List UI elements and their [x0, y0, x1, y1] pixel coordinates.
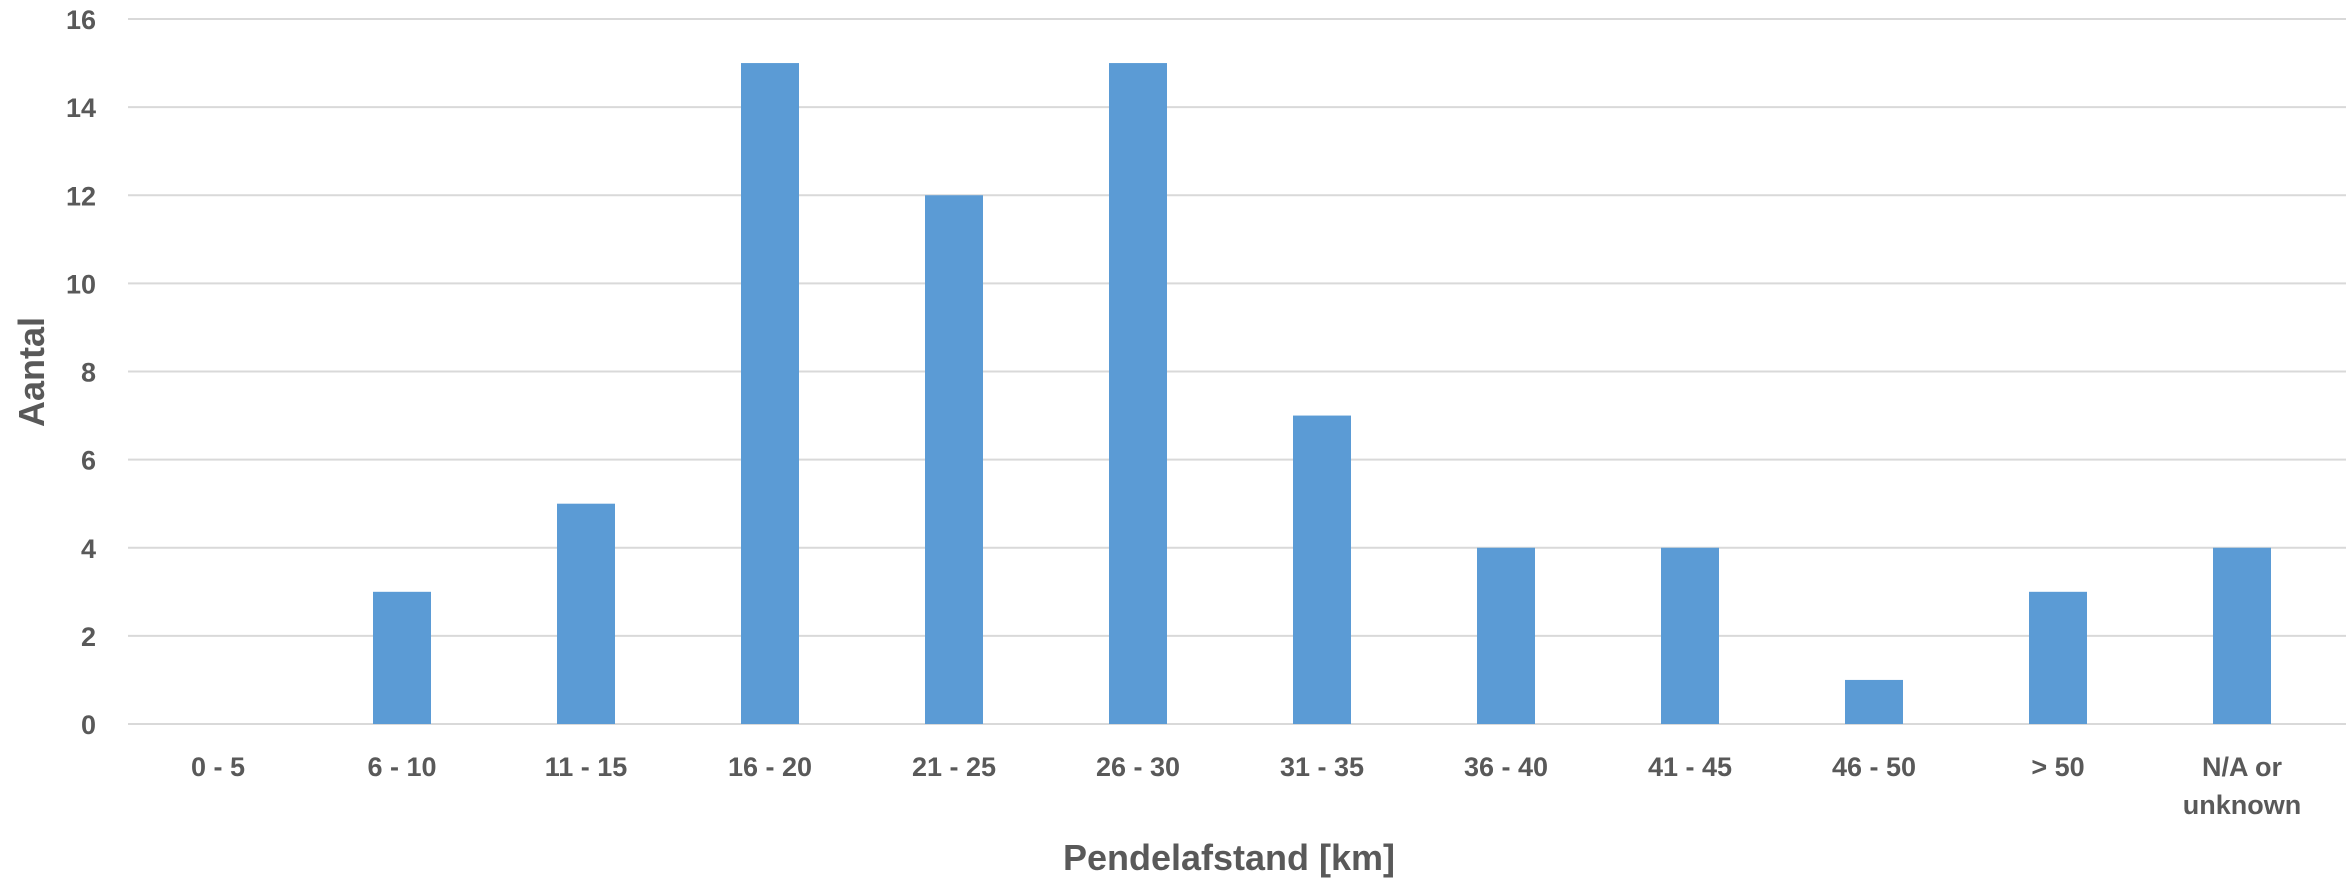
bar — [1293, 415, 1351, 724]
x-tick-label: > 50 — [2031, 752, 2084, 782]
x-tick-label: 26 - 30 — [1096, 752, 1180, 782]
x-tick-label: 16 - 20 — [728, 752, 812, 782]
y-axis-ticks: 0 2 4 6 8 10 12 14 16 — [66, 5, 96, 740]
y-tick-label: 12 — [66, 181, 96, 211]
x-axis-title: Pendelafstand [km] — [1063, 837, 1395, 878]
bar — [373, 591, 431, 724]
x-tick-label: 41 - 45 — [1648, 752, 1732, 782]
x-tick-label: 46 - 50 — [1832, 752, 1916, 782]
x-tick-label: 21 - 25 — [912, 752, 996, 782]
y-tick-label: 0 — [81, 710, 96, 740]
x-tick-label: 36 - 40 — [1464, 752, 1548, 782]
bar — [741, 63, 799, 724]
x-tick-label: 0 - 5 — [191, 752, 245, 782]
bar — [1661, 547, 1719, 724]
x-tick-label: 11 - 15 — [545, 752, 628, 782]
bar — [1109, 63, 1167, 724]
bars — [373, 63, 2271, 724]
y-tick-label: 16 — [66, 5, 96, 35]
y-tick-label: 2 — [81, 622, 96, 652]
x-tick-label: 6 - 10 — [367, 752, 436, 782]
x-tick-label: 31 - 35 — [1280, 752, 1364, 782]
bar — [2029, 591, 2087, 724]
bar — [1845, 679, 1903, 724]
y-tick-label: 6 — [81, 446, 96, 476]
y-tick-label: 10 — [66, 269, 96, 299]
y-tick-label: 14 — [66, 93, 96, 123]
x-tick-label: N/A or unknown — [2183, 752, 2301, 820]
y-axis-title: Aantal — [11, 317, 52, 427]
bar — [557, 503, 615, 724]
y-tick-label: 4 — [81, 534, 96, 564]
gridlines — [128, 18, 2346, 725]
bar — [925, 195, 983, 724]
bar — [1477, 547, 1535, 724]
bar — [2213, 547, 2271, 724]
x-axis-ticks: 0 - 5 6 - 10 11 - 15 16 - 20 21 - 25 26 - 30 3… — [191, 752, 2301, 820]
y-tick-label: 8 — [81, 358, 96, 388]
